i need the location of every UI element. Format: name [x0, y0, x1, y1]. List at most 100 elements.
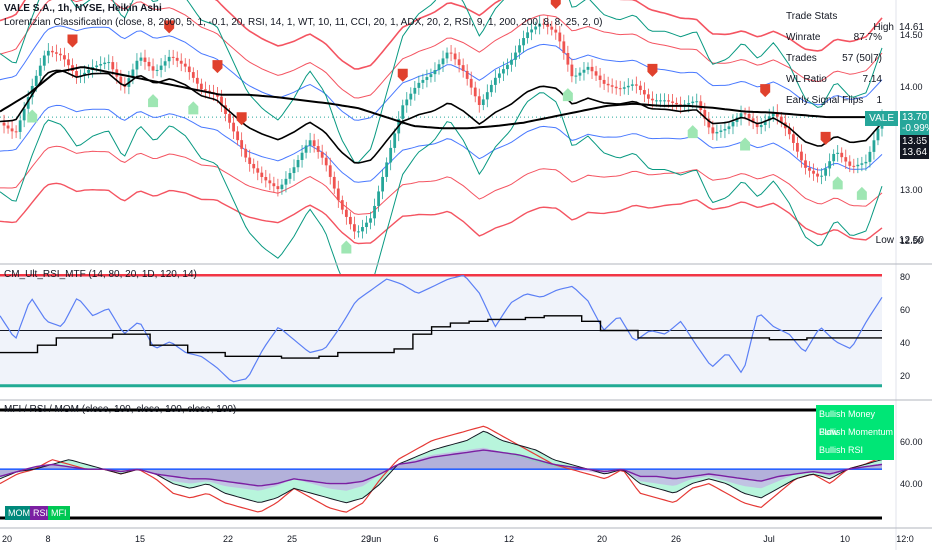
rsi-line [0, 274, 883, 383]
candle-body [791, 134, 795, 143]
candle-body [220, 96, 223, 106]
candle-body [703, 109, 707, 119]
mfi-badge[interactable]: MFI [48, 506, 70, 520]
candle-body [135, 60, 139, 70]
candle-body [54, 52, 58, 54]
candle-body [139, 57, 143, 61]
candle-body [566, 52, 570, 65]
time-tick: 26 [671, 534, 681, 544]
rsi-pane [0, 273, 883, 388]
candle-body [191, 72, 195, 78]
bullish-momentum: Bullish Momentum [819, 427, 894, 437]
candle-body [864, 161, 868, 164]
candle-body [421, 79, 425, 83]
candle-body [804, 160, 807, 168]
candle-body [59, 53, 62, 56]
candle-body [232, 122, 235, 132]
bid-ask-tag: 13.65 13.64 [900, 135, 929, 159]
candle-body [747, 114, 751, 119]
candle-body [860, 163, 864, 165]
time-tick: 20 [2, 534, 12, 544]
candle-body [179, 60, 183, 64]
candle-body [469, 78, 473, 88]
candle-body [441, 58, 445, 65]
sell-signal-marker [550, 0, 561, 10]
buy-signal-marker [27, 109, 38, 123]
candle-body [99, 64, 103, 66]
candle-body [437, 64, 441, 71]
candle-body [796, 142, 799, 152]
trade-stats-table: Trade Stats Winrate 87.7% Trades 57 (50|7)… [786, 6, 882, 111]
buy-signal-marker [188, 101, 199, 115]
low-label: Low [875, 235, 894, 246]
candle-body [872, 140, 876, 152]
candle-body [489, 84, 493, 93]
candle-body [42, 55, 46, 66]
candle-body [779, 116, 783, 123]
candle-body [695, 101, 699, 103]
candle-body [844, 157, 848, 162]
upper-band-outer [0, 0, 883, 70]
candle-body [820, 175, 823, 177]
candle-body [244, 148, 248, 158]
candle-body [67, 59, 70, 66]
indicator-mfi-label[interactable]: MFI / RSI / MOM (close, 100, close, 100,… [4, 404, 237, 415]
candle-body [767, 116, 771, 121]
candle-body [497, 73, 501, 78]
price-tick: 13.50 [900, 134, 923, 144]
candle-body [171, 56, 175, 58]
candle-body [300, 152, 304, 160]
bullish-money-flow: Bullish Money Flow [819, 409, 876, 437]
candle-body [361, 227, 364, 232]
rsi-mtf-line [0, 315, 882, 359]
candle-body [759, 125, 763, 128]
candle-body [699, 101, 703, 110]
candle-body [739, 113, 743, 118]
candle-body [493, 77, 497, 85]
candle-body [22, 108, 26, 121]
candle-body [75, 71, 78, 77]
upper-channel [0, 0, 883, 163]
price-tick: 13.00 [900, 185, 923, 195]
symbol-tag: VALE [865, 111, 898, 126]
candle-body [594, 71, 598, 76]
candle-body [34, 75, 38, 86]
candle-body [111, 62, 115, 70]
buy-signal-marker [148, 94, 159, 108]
time-tick: 29 [361, 534, 371, 544]
candle-body [473, 87, 477, 97]
candle-body [622, 87, 626, 89]
candle-body [550, 26, 554, 30]
candle-body [433, 70, 437, 75]
bullish-panel: Bullish Money Flow Bullish Momentum Bull… [816, 405, 894, 460]
candle-body [816, 173, 819, 177]
candle-body [183, 63, 187, 67]
candle-body [10, 128, 14, 132]
upper-band-inner [0, 25, 883, 121]
candle-body [328, 165, 332, 177]
lower-channel [0, 92, 883, 302]
high-label: High [873, 22, 894, 33]
candle-body [655, 100, 658, 102]
candle-body [389, 147, 393, 163]
candle-body [731, 122, 735, 127]
mom-badge[interactable]: MOM [5, 506, 33, 520]
rsi-badge[interactable]: RSI [30, 506, 52, 520]
candle-body [147, 61, 151, 67]
indicator-lorentzian-label[interactable]: Lorentzian Classification (close, 8, 200… [4, 17, 603, 28]
candle-body [610, 85, 614, 87]
indicator-rsi-label[interactable]: CM_Ult_RSI_MTF (14, 80, 20, 1D, 120, 14) [4, 269, 197, 280]
candle-body [268, 180, 272, 184]
candle-body [546, 23, 550, 27]
candle-body [280, 184, 284, 190]
mfi-tick: 40.00 [900, 479, 923, 489]
candle-body [518, 45, 521, 53]
candle-body [14, 131, 18, 133]
sell-signal-marker [397, 68, 408, 82]
candle-body [506, 64, 509, 70]
candle-body [840, 152, 844, 158]
candle-body [316, 146, 320, 152]
candle-body [598, 75, 602, 80]
